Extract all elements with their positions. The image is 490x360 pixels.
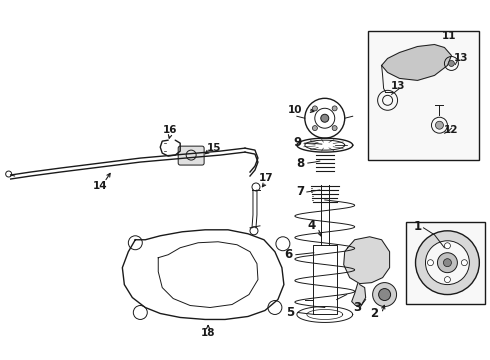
Polygon shape (382, 45, 451, 80)
Circle shape (379, 289, 391, 301)
Text: 10: 10 (288, 105, 302, 115)
Circle shape (444, 243, 450, 249)
FancyBboxPatch shape (178, 146, 204, 165)
Text: 17: 17 (259, 173, 273, 183)
Circle shape (332, 106, 337, 111)
Circle shape (313, 106, 318, 111)
Circle shape (427, 260, 434, 266)
Text: 13: 13 (391, 81, 405, 91)
Circle shape (436, 121, 443, 129)
Bar (406, 222, 485, 303)
Text: 18: 18 (201, 328, 215, 338)
Text: 2: 2 (370, 307, 379, 320)
Text: 7: 7 (296, 185, 304, 198)
Circle shape (443, 259, 451, 267)
Circle shape (372, 283, 396, 306)
Text: 4: 4 (308, 219, 316, 232)
Text: 13: 13 (454, 54, 468, 63)
Text: 14: 14 (93, 181, 108, 191)
Text: 6: 6 (284, 248, 292, 261)
Text: 15: 15 (207, 143, 221, 153)
Circle shape (448, 60, 454, 67)
Bar (368, 31, 479, 160)
Circle shape (462, 260, 467, 266)
Text: 12: 12 (444, 125, 459, 135)
Circle shape (332, 126, 337, 131)
Circle shape (313, 126, 318, 131)
Text: 5: 5 (286, 306, 294, 319)
Circle shape (416, 231, 479, 294)
Text: 3: 3 (354, 301, 362, 314)
Text: 16: 16 (163, 125, 177, 135)
Polygon shape (343, 237, 390, 284)
Text: 9: 9 (294, 136, 302, 149)
Polygon shape (352, 284, 366, 306)
Text: 1: 1 (414, 220, 421, 233)
Text: 8: 8 (297, 157, 305, 170)
Circle shape (425, 241, 469, 285)
Circle shape (444, 276, 450, 283)
Text: 11: 11 (442, 31, 457, 41)
Circle shape (438, 253, 457, 273)
Circle shape (321, 114, 329, 122)
